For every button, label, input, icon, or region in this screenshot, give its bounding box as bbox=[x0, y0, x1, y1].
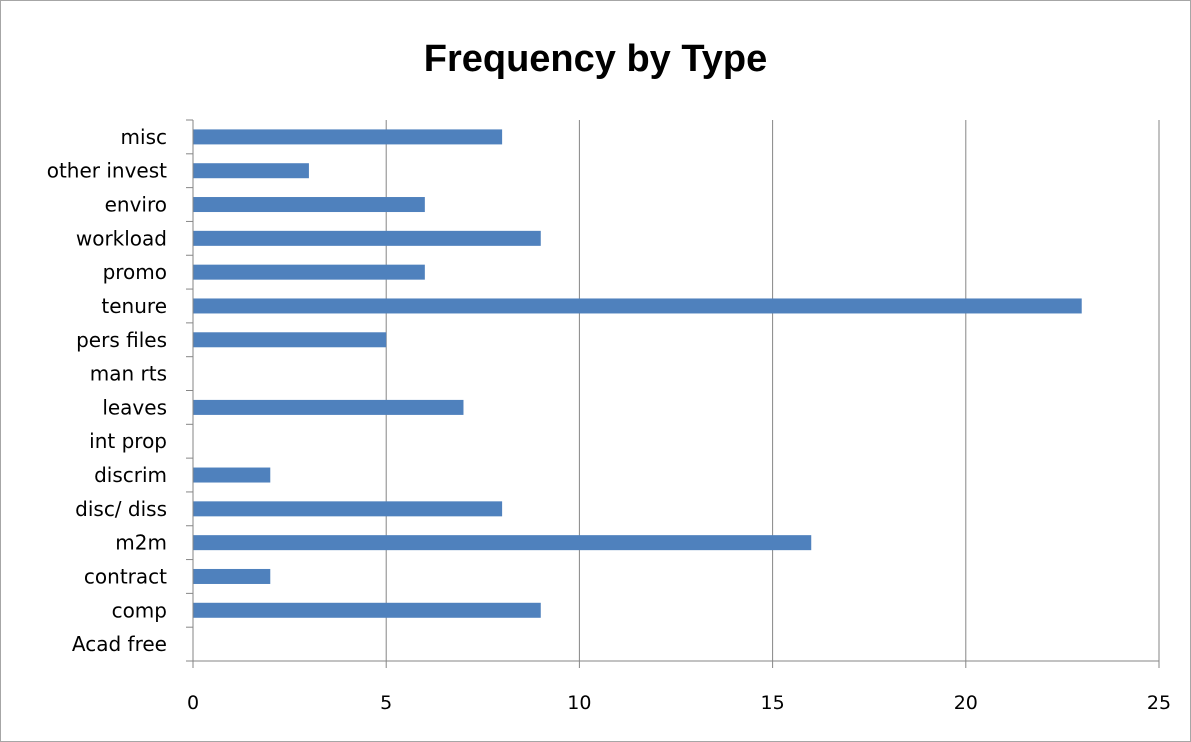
bar bbox=[193, 399, 464, 415]
chart-title: Frequency by Type bbox=[423, 38, 768, 80]
category-label: contract bbox=[84, 564, 167, 588]
bar bbox=[193, 197, 425, 213]
category-label: comp bbox=[112, 598, 167, 622]
category-label: other invest bbox=[47, 159, 167, 183]
category-label: tenure bbox=[101, 294, 167, 318]
x-tick-label: 25 bbox=[1147, 692, 1171, 714]
x-tick-label: 0 bbox=[187, 692, 199, 714]
bar bbox=[193, 163, 309, 179]
bar bbox=[193, 602, 541, 618]
bar bbox=[193, 129, 503, 145]
bar bbox=[193, 467, 271, 483]
category-label: discrim bbox=[94, 463, 167, 487]
category-label: m2m bbox=[115, 531, 167, 555]
x-tick-labels: 0 5 10 15 20 25 bbox=[187, 692, 1171, 714]
axes bbox=[186, 119, 1160, 668]
bar bbox=[193, 230, 541, 246]
bar bbox=[193, 264, 425, 280]
category-label: enviro bbox=[105, 193, 167, 217]
category-label: promo bbox=[103, 260, 167, 284]
bar bbox=[193, 568, 271, 584]
category-label: Acad free bbox=[72, 632, 167, 656]
bar bbox=[193, 535, 812, 551]
category-label: man rts bbox=[90, 362, 167, 386]
category-label: leaves bbox=[102, 395, 167, 419]
category-labels: misc other invest enviro workload promo tenur… bbox=[47, 125, 167, 656]
gridlines bbox=[385, 120, 1160, 661]
bars bbox=[193, 129, 1082, 618]
bar bbox=[193, 298, 1082, 314]
category-label: misc bbox=[121, 125, 167, 149]
bar bbox=[193, 332, 387, 348]
x-tick-label: 5 bbox=[380, 692, 392, 714]
bar bbox=[193, 501, 503, 517]
x-tick-label: 10 bbox=[567, 692, 591, 714]
x-tick-label: 20 bbox=[954, 692, 978, 714]
category-label: workload bbox=[76, 226, 167, 250]
x-tick-label: 15 bbox=[761, 692, 785, 714]
category-label: pers files bbox=[76, 328, 167, 352]
category-label: int prop bbox=[89, 429, 167, 453]
category-label: disc/ diss bbox=[75, 497, 167, 521]
